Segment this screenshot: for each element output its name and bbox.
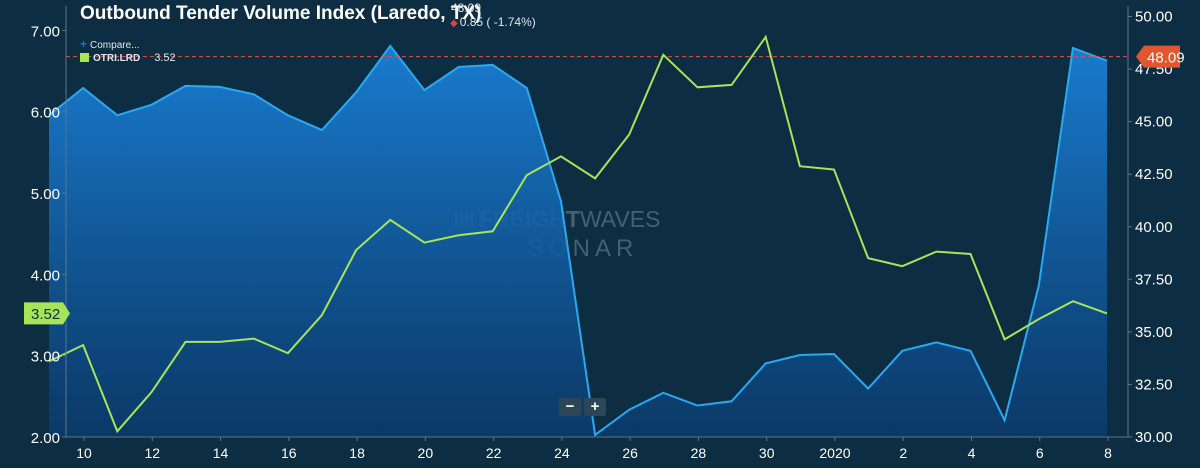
last-value-label-left: 3.52 xyxy=(31,306,60,323)
x-tick-label: 14 xyxy=(213,445,229,461)
header-value: 48.09 xyxy=(451,1,482,15)
plus-icon: + xyxy=(80,37,88,51)
x-tick-label: 8 xyxy=(1104,445,1112,461)
header-change: ◆ 0.85 ( -1.74%) xyxy=(450,15,536,29)
x-tick-label: 30 xyxy=(759,445,775,461)
left-tick-label: 3.00 xyxy=(31,349,60,366)
right-tick-label: 37.50 xyxy=(1135,271,1173,288)
x-tick-label: 28 xyxy=(691,445,707,461)
last-value-badge-right xyxy=(1136,45,1180,68)
left-tick-label: 7.00 xyxy=(31,23,60,40)
right-tick-label: 35.00 xyxy=(1135,324,1173,341)
left-tick-label: 6.00 xyxy=(31,105,60,122)
legend-otri-label: OTRI.LRD xyxy=(93,53,141,64)
right-tick-label: 45.00 xyxy=(1135,114,1173,131)
right-tick-label: 32.50 xyxy=(1135,376,1173,393)
left-tick-label: 2.00 xyxy=(31,430,60,447)
x-tick-label: 2020 xyxy=(819,445,850,461)
line-otri-lrd xyxy=(48,34,1108,434)
x-tick-label: 18 xyxy=(349,445,365,461)
legend-otri[interactable]: OTRI.LRD 3.52 xyxy=(80,52,176,64)
zoom-out-button[interactable]: − xyxy=(559,398,581,416)
down-arrow-icon: ◆ xyxy=(450,18,458,29)
x-tick-label: 6 xyxy=(1036,445,1044,461)
x-tick-label: 2 xyxy=(899,445,907,461)
x-tick-label: 26 xyxy=(622,445,638,461)
right-tick-label: 30.00 xyxy=(1135,429,1173,446)
header-change-text: 0.85 ( -1.74%) xyxy=(459,15,536,29)
left-tick-label: 5.00 xyxy=(31,186,60,203)
last-value-label-right: 48.09 xyxy=(1147,50,1185,67)
chart-title: Outbound Tender Volume Index (Laredo, TX… xyxy=(80,3,482,24)
last-value-badge-left xyxy=(24,302,70,325)
legend-otri-value: 3.52 xyxy=(154,52,176,64)
left-tick-label: 4.00 xyxy=(31,267,60,284)
x-tick-label: 10 xyxy=(76,445,92,461)
right-tick-label: 50.00 xyxy=(1135,9,1173,26)
legend-swatch-icon xyxy=(80,53,89,62)
right-tick-label: 40.00 xyxy=(1135,219,1173,236)
x-tick-label: 22 xyxy=(486,445,502,461)
x-tick-label: 16 xyxy=(281,445,297,461)
x-tick-label: 20 xyxy=(418,445,434,461)
x-tick-label: 24 xyxy=(554,445,570,461)
legend-compare[interactable]: + Compare... xyxy=(80,37,139,51)
area-fill-tender-volume xyxy=(49,45,1107,438)
plot-area xyxy=(48,34,1128,438)
right-tick-label: 42.50 xyxy=(1135,166,1173,183)
axes: 7.006.005.004.003.002.0050.0047.5045.004… xyxy=(24,6,1185,461)
x-tick-label: 4 xyxy=(968,445,976,461)
watermark-brand-b: WAVES xyxy=(580,206,661,232)
legend-compare-label: Compare... xyxy=(90,40,140,51)
zoom-in-button[interactable]: + xyxy=(584,398,606,416)
line-tender-volume xyxy=(48,44,1108,437)
x-tick-label: 12 xyxy=(144,445,160,461)
